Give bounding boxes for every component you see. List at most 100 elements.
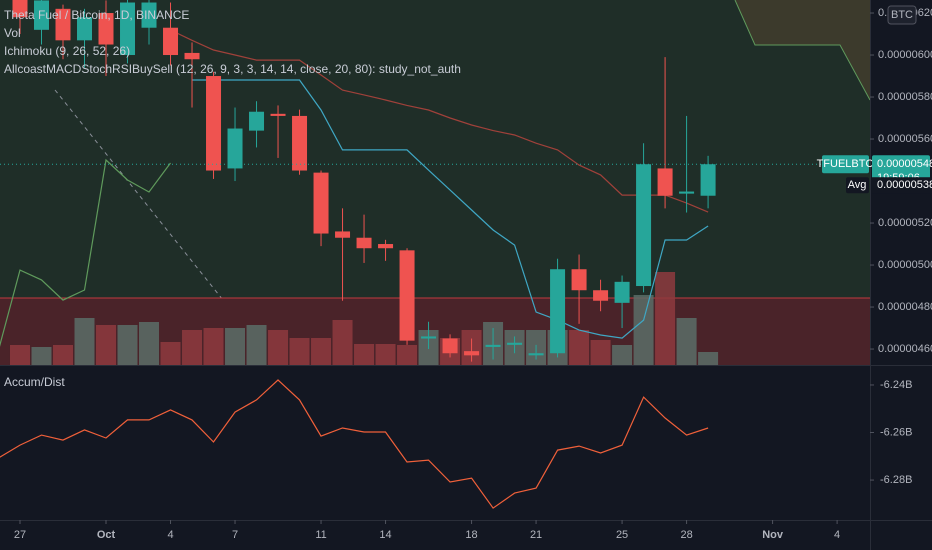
x-tick-label: Oct bbox=[97, 529, 116, 541]
candle-body bbox=[206, 76, 222, 171]
y-tick-label: 0.00000480 bbox=[878, 301, 932, 313]
volume-bar bbox=[332, 320, 353, 365]
trend-line bbox=[54, 89, 276, 366]
candle-body bbox=[292, 115, 308, 171]
x-tick-label: Nov bbox=[762, 529, 784, 541]
avg-badge bbox=[846, 177, 869, 194]
ichimoku-line bbox=[170, 29, 709, 213]
volume-bar bbox=[225, 328, 246, 365]
candle-body bbox=[270, 113, 286, 116]
symbol-label: TFUELBTC bbox=[817, 158, 874, 170]
y-tick-label: 0.00000520 bbox=[878, 217, 932, 229]
x-tick-label: 21 bbox=[530, 529, 542, 541]
candle-body bbox=[378, 244, 394, 249]
volume-bar bbox=[354, 344, 375, 365]
candle-body bbox=[550, 269, 566, 354]
volume-bar bbox=[139, 322, 160, 365]
candle-body bbox=[421, 336, 437, 339]
candle-body bbox=[141, 2, 157, 28]
candle-body bbox=[163, 27, 179, 56]
candle-body bbox=[614, 281, 630, 303]
volume-bar bbox=[53, 345, 74, 365]
volume-bar bbox=[289, 338, 310, 365]
volume-bar bbox=[698, 352, 719, 365]
volume-bar bbox=[74, 318, 95, 365]
currency-badge bbox=[887, 5, 917, 25]
candle-body bbox=[442, 338, 458, 354]
avg-price-badge bbox=[872, 177, 930, 194]
volume-bar bbox=[160, 342, 181, 365]
volume-bar bbox=[397, 345, 418, 365]
volume-bar bbox=[590, 340, 611, 365]
upper-cloud bbox=[735, 0, 870, 100]
volume-bar bbox=[9, 345, 30, 365]
x-tick-label: 4 bbox=[167, 529, 173, 541]
candle-body bbox=[571, 269, 587, 291]
volume-bar bbox=[633, 295, 654, 365]
candle-body bbox=[464, 351, 480, 356]
ichimoku-line bbox=[0, 158, 171, 347]
volume-bar bbox=[96, 325, 117, 365]
candle-body bbox=[679, 191, 695, 194]
x-tick-label: 11 bbox=[315, 529, 326, 541]
indicator-label: AllcoastMACDStochRSIBuySell (12, 26, 9, … bbox=[4, 62, 461, 76]
x-tick-label: 28 bbox=[680, 529, 692, 541]
y-tick-label: 0.00000580 bbox=[878, 91, 932, 103]
candle-body bbox=[12, 0, 28, 18]
symbol-badge bbox=[822, 155, 869, 174]
candle-body bbox=[313, 172, 329, 234]
last-price-label: 0.00000548 bbox=[877, 158, 932, 170]
candle-body bbox=[249, 111, 265, 131]
x-tick-label: 7 bbox=[232, 529, 238, 541]
candle-body bbox=[356, 237, 372, 249]
volume-bar bbox=[31, 347, 52, 365]
cloud-edge bbox=[734, 0, 871, 101]
indicator-pane bbox=[0, 379, 709, 509]
y-tick-label: 0.00000460 bbox=[878, 343, 932, 355]
x-tick-label: 27 bbox=[14, 529, 26, 541]
candle-body bbox=[593, 290, 609, 301]
candle-body bbox=[700, 164, 716, 196]
y-tick-label: -6.28B bbox=[880, 474, 912, 486]
candle-body bbox=[227, 128, 243, 169]
volume-bar bbox=[203, 328, 224, 365]
y-tick-label: -6.26B bbox=[880, 426, 912, 438]
price-pane bbox=[0, 0, 870, 365]
y-tick-label: 0.00000500 bbox=[878, 259, 932, 271]
candle-body bbox=[507, 342, 523, 345]
candle-body bbox=[55, 8, 71, 41]
axes: 0.000006200.000006000.000005800.00000560… bbox=[14, 5, 932, 541]
volume-bar bbox=[117, 325, 138, 365]
accum-dist-line bbox=[0, 379, 709, 509]
y-tick-label: -6.24B bbox=[880, 379, 912, 391]
candle-body bbox=[120, 2, 136, 56]
symbol-title: Theta Fuel / Bitcoin, 1D, BINANCE bbox=[4, 8, 189, 22]
indicator-label: Accum/Dist bbox=[4, 375, 65, 389]
candle-body bbox=[657, 168, 673, 196]
x-tick-label: 14 bbox=[379, 529, 391, 541]
x-tick-label: 18 bbox=[465, 529, 477, 541]
candle-body bbox=[77, 17, 93, 41]
volume-bar bbox=[268, 330, 289, 365]
candle-body bbox=[528, 353, 544, 356]
volume-bar bbox=[655, 272, 676, 365]
y-tick-label: 0.00000560 bbox=[878, 133, 932, 145]
candle-body bbox=[34, 0, 50, 30]
volume-bar bbox=[569, 330, 590, 365]
candle-body bbox=[399, 250, 415, 341]
avg-price-label: 0.00000538 bbox=[877, 179, 932, 191]
candle-body bbox=[335, 231, 351, 238]
candle-body bbox=[485, 344, 501, 347]
volume-bar bbox=[676, 318, 697, 365]
candle-body bbox=[98, 13, 114, 45]
volume-bar bbox=[375, 344, 396, 365]
volume-bar bbox=[612, 345, 633, 365]
volume-bar bbox=[246, 325, 267, 365]
x-tick-label: 25 bbox=[616, 529, 628, 541]
candle-body bbox=[184, 52, 200, 60]
indicator-label: Ichimoku (9, 26, 52, 26) bbox=[4, 44, 130, 58]
volume-bar bbox=[182, 330, 203, 365]
avg-label: Avg bbox=[848, 179, 867, 191]
volume-bar bbox=[311, 338, 332, 365]
